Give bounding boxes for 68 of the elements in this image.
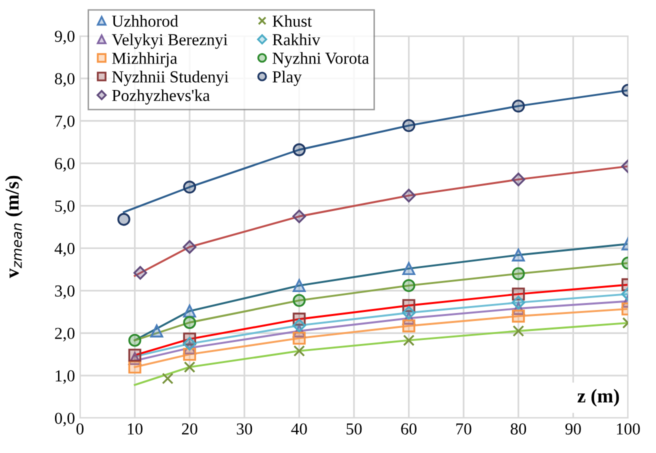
point	[292, 294, 306, 307]
point	[184, 361, 196, 373]
legend-label: Rakhiv	[272, 34, 320, 46]
x-tick-label: 40	[291, 423, 307, 435]
point	[183, 304, 196, 318]
point	[183, 348, 196, 361]
y-tick-label: 2,0	[55, 328, 75, 342]
x-tick-label: 90	[565, 423, 581, 435]
x-tick-label: 80	[510, 423, 526, 435]
point	[292, 332, 306, 345]
legend-label: Play	[272, 70, 302, 86]
line-series	[134, 322, 628, 386]
y-tick-label: 3,0	[55, 285, 75, 300]
legend-label: Pozhyzhevs'ka	[112, 89, 210, 105]
y-tick-label: 5,0	[55, 200, 75, 214]
point	[512, 248, 525, 262]
y-tick-label: 6,0	[55, 158, 75, 172]
point	[402, 119, 416, 132]
y-tick-label: 9,0	[54, 30, 75, 44]
point	[402, 279, 416, 292]
point	[292, 279, 306, 292]
y-tick-label: 1,0	[56, 370, 75, 384]
point	[512, 267, 525, 280]
legend-label: Nyzhnii Studenyi	[112, 70, 228, 86]
point	[162, 372, 174, 384]
point	[512, 325, 524, 337]
x-axis-title: z (m)	[578, 388, 619, 407]
x-tick-label: 50	[346, 423, 362, 435]
x-tick-label: 100	[616, 423, 640, 435]
legend-label: Velykyi Bereznyi	[112, 34, 228, 49]
y-tick-label: 7,0	[55, 116, 75, 130]
point	[512, 172, 526, 186]
point	[182, 240, 196, 254]
point	[293, 345, 305, 357]
point	[128, 348, 142, 362]
point	[292, 210, 306, 224]
point	[402, 188, 416, 202]
point	[292, 318, 306, 332]
point	[292, 143, 306, 156]
point	[183, 180, 196, 194]
point	[512, 296, 526, 310]
point	[133, 266, 148, 280]
point	[128, 360, 142, 374]
x-tick-label: 70	[456, 423, 472, 435]
point	[182, 336, 196, 351]
point	[150, 324, 164, 338]
point	[402, 306, 416, 320]
legend-label: Khust	[272, 15, 312, 27]
point	[512, 310, 525, 323]
legend-label: Uzhhorod	[112, 15, 178, 27]
point	[402, 319, 416, 332]
x-tick-label: 60	[401, 423, 416, 435]
point	[128, 334, 142, 347]
x-tick-label: 10	[128, 423, 142, 435]
legend-label: Mizhhirja	[112, 52, 178, 68]
y-tick-label: 4,0	[54, 242, 75, 257]
x-tick-label: 0	[76, 423, 84, 435]
point	[512, 100, 525, 112]
y-tick-label: 8,0	[54, 73, 75, 87]
legend-label: Nyzhni Vorota	[272, 52, 369, 68]
point	[183, 316, 196, 329]
point	[403, 334, 415, 346]
y-tick-label: 0,0	[54, 412, 75, 426]
point	[402, 262, 416, 276]
x-tick-label: 20	[182, 423, 198, 435]
point	[117, 212, 130, 226]
x-tick-label: 30	[236, 423, 252, 435]
y-axis-title: v$_{zmean}$ (m/s)	[5, 176, 23, 278]
